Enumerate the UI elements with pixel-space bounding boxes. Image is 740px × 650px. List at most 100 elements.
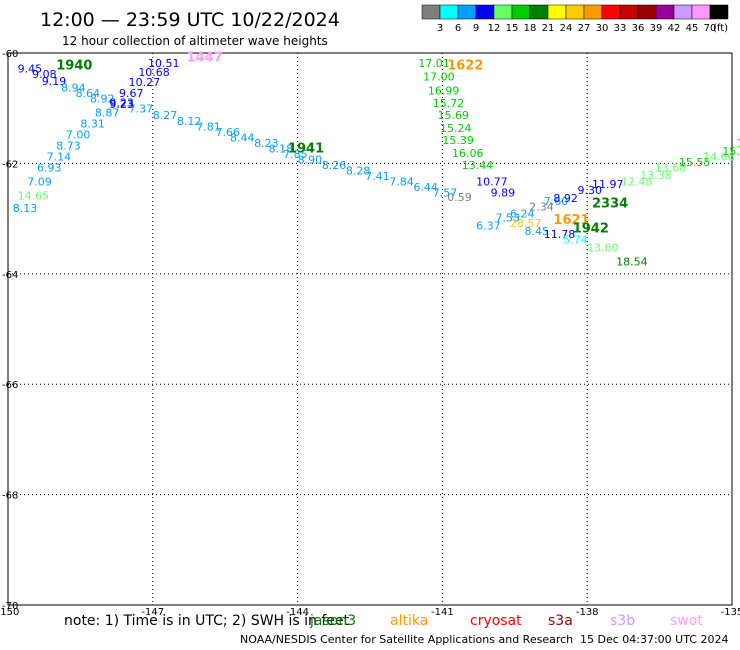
swh-value-label: 8.31	[80, 118, 105, 131]
swh-value-label: 8.27	[153, 109, 178, 122]
satellite-legend-item: swot	[670, 613, 703, 629]
swh-value-label: 17.01	[418, 57, 450, 70]
swh-value-label: 15.	[737, 137, 740, 150]
pass-time-label: 1941	[288, 141, 324, 156]
color-swatch	[457, 4, 477, 20]
color-scale-label: 39	[650, 23, 663, 34]
swh-value-label: 8.44	[230, 131, 255, 144]
x-tick-label: -147	[141, 607, 164, 618]
swh-value-label: 9.23	[109, 97, 134, 110]
swh-value-label: 8.13	[13, 202, 38, 215]
color-swatch	[637, 4, 657, 20]
color-swatch	[691, 4, 711, 20]
color-swatch	[439, 4, 459, 20]
swh-value-label: 7.41	[365, 170, 390, 183]
y-tick-label: -68	[2, 491, 18, 502]
color-scale-label: 12	[488, 23, 501, 34]
swh-value-label: 7.09	[27, 175, 52, 188]
x-axis-ticks: -150 -147 -144 -141 -138 -135	[0, 607, 740, 618]
swh-value-label: 7.57	[433, 187, 458, 200]
color-scale-label: 45	[686, 23, 699, 34]
color-swatch	[619, 4, 639, 20]
color-scale-label: 18	[524, 23, 537, 34]
color-scale-bar: 3 6 9 12 15 18 21 24 27 30 33 36 39 42 45 70	[421, 4, 729, 34]
satellite-legend-item: cryosat	[470, 613, 522, 629]
grid-lines	[8, 53, 732, 605]
x-tick-label: -135	[721, 607, 740, 618]
swh-value-label: 15.55	[679, 156, 711, 169]
swh-value-label: 0.59	[447, 191, 472, 204]
color-scale-label: 21	[542, 23, 555, 34]
swh-value-label: 8.92	[90, 93, 115, 106]
satellite-legend: jason3 altika cryosat s3a s3b swot	[309, 613, 703, 629]
swh-value-label: 7.81	[196, 120, 221, 133]
pass-time-label: 1622	[447, 59, 483, 74]
color-swatch	[673, 4, 693, 20]
color-scale-label: 3	[437, 23, 443, 34]
color-swatch	[547, 4, 567, 20]
footer-timestamp: 15 Dec 04:37:00 UTC 2024	[580, 633, 728, 646]
x-tick-label: -141	[431, 607, 454, 618]
note-text: note: 1) Time is in UTC; 2) SWH is in fe…	[64, 613, 350, 629]
satellite-legend-item: altika	[390, 613, 428, 629]
y-tick-label: -66	[2, 380, 18, 391]
color-swatch	[421, 4, 441, 20]
swh-value-label: 6.37	[476, 220, 501, 233]
x-tick-label: -144	[286, 607, 309, 618]
swh-value-label: 15.72	[433, 97, 465, 110]
color-swatch	[601, 4, 621, 20]
swh-value-label: 11.78	[544, 228, 576, 241]
chart-title: 12:00 — 23:59 UTC 10/22/2024	[40, 9, 340, 31]
chart-subtitle: 12 hour collection of altimeter wave hei…	[62, 34, 328, 48]
y-tick-label: -60	[2, 49, 18, 60]
color-swatch	[565, 4, 585, 20]
y-axis-ticks: -60 -62 -64 -66 -68 -70	[2, 49, 18, 612]
footer-credit: NOAA/NESDIS Center for Satellite Applica…	[240, 633, 573, 646]
pass-time-label: 2334	[592, 197, 628, 212]
swh-value-label: 8.12	[177, 115, 202, 128]
swh-value-label: 8.87	[95, 106, 120, 119]
pass-time-label: 1942	[573, 221, 609, 236]
swh-value-label: 9.23	[109, 98, 134, 111]
swh-value-label: 7.60	[544, 195, 569, 208]
plot-frame	[7, 52, 733, 606]
pass-time-label: 1447	[187, 50, 223, 65]
swh-value-label: 8.73	[56, 140, 80, 153]
wave-height-labels: 17.0117.0016.9915.7215.6915.2415.3916.06…	[13, 57, 740, 269]
pass-time-label: 1621	[553, 213, 589, 228]
pass-time-label: 1940	[56, 59, 92, 74]
color-scale-label: 36	[632, 23, 645, 34]
swh-value-label: 7.00	[66, 129, 91, 142]
swh-value-label: 7.66	[216, 126, 241, 139]
swh-value-label: 13.60	[587, 242, 619, 255]
swh-value-label: 14.65	[18, 189, 50, 202]
swh-value-label: 8.45	[524, 225, 549, 238]
satellite-legend-item: jason3	[309, 613, 356, 629]
color-scale-unit: (ft)	[713, 23, 728, 34]
y-tick-label: -70	[2, 601, 18, 612]
swh-value-label: 18.54	[616, 256, 648, 269]
swh-value-label: 8.92	[553, 192, 578, 205]
color-scale-label: 42	[668, 23, 681, 34]
swh-value-label: 15.39	[442, 134, 474, 147]
satellite-legend-item: s3a	[548, 613, 573, 629]
color-swatch	[655, 4, 675, 20]
swh-value-label: 10.51	[148, 57, 180, 70]
swh-value-label: 16.99	[428, 84, 460, 97]
color-scale-label: 24	[560, 23, 573, 34]
color-swatch	[475, 4, 495, 20]
swh-value-label: 10.68	[138, 66, 170, 79]
swh-value-label: 8.18	[269, 142, 294, 155]
satellite-legend-item: s3b	[610, 613, 635, 629]
swh-value-label: 13.38	[640, 169, 672, 182]
swh-value-label: 8.26	[322, 159, 347, 172]
swh-value-label: 28.57	[510, 217, 542, 230]
swh-value-label: 6.24	[510, 207, 535, 220]
swh-value-label: 9.89	[491, 187, 515, 200]
swh-value-label: 14.66	[703, 151, 735, 164]
swh-value-label: 8.64	[76, 87, 101, 100]
color-scale-label: 30	[596, 23, 609, 34]
swh-value-label: 9.67	[119, 87, 144, 100]
